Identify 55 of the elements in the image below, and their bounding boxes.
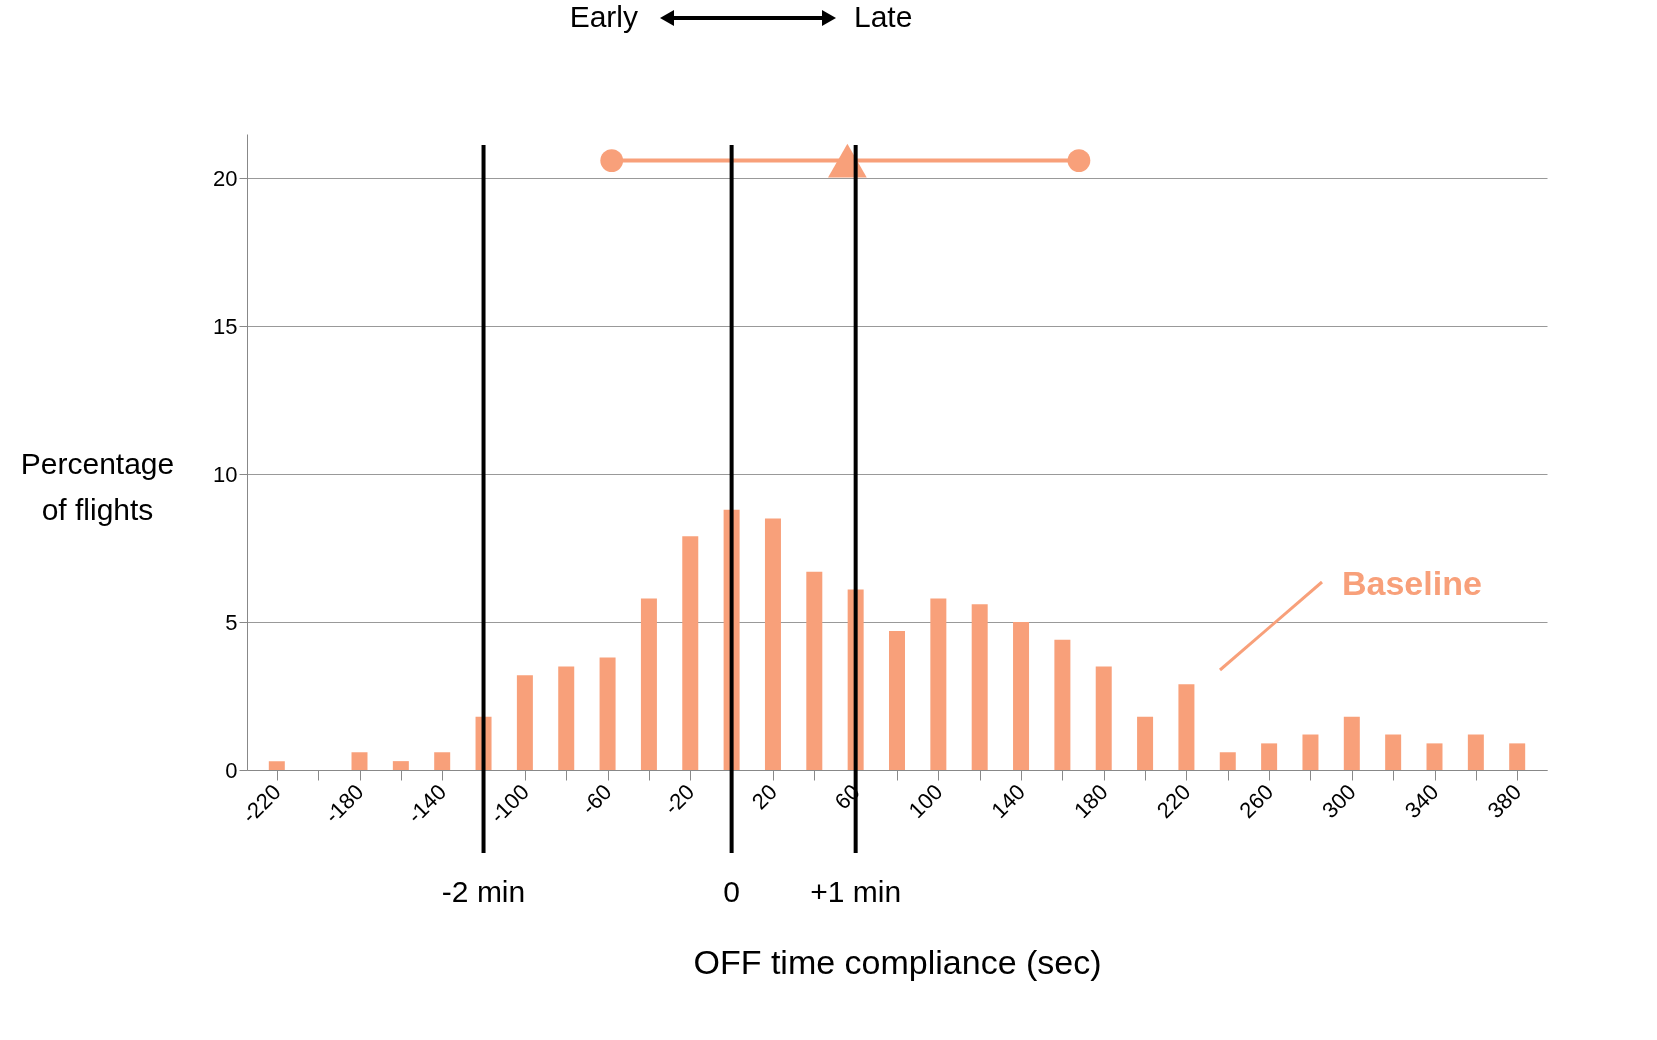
bar bbox=[1219, 752, 1236, 770]
bar bbox=[806, 571, 823, 770]
x-tick-label: -140 bbox=[402, 779, 452, 829]
text: Baseline bbox=[1342, 564, 1482, 602]
x-tick-label: -220 bbox=[236, 779, 286, 829]
bar bbox=[1467, 734, 1484, 770]
x-tick-label: -60 bbox=[576, 779, 617, 820]
bar bbox=[1013, 622, 1030, 770]
x-axis-title: OFF time compliance (sec) bbox=[693, 943, 1102, 982]
ref-line-label: +1 min bbox=[810, 875, 902, 908]
bar bbox=[351, 752, 368, 770]
y-tick-label: 5 bbox=[225, 609, 238, 635]
x-tick-label: 340 bbox=[1399, 779, 1444, 823]
x-tick-label: 100 bbox=[903, 779, 948, 823]
bar bbox=[1137, 716, 1154, 770]
bar bbox=[268, 761, 285, 770]
bar bbox=[971, 604, 988, 770]
y-tick-label: 10 bbox=[213, 461, 238, 487]
bar bbox=[1302, 734, 1319, 770]
y-axis-title: Percentage of flights bbox=[20, 446, 175, 526]
bar bbox=[930, 598, 947, 770]
x-tick-label: 220 bbox=[1151, 779, 1196, 823]
bar bbox=[1261, 743, 1278, 770]
bar bbox=[558, 666, 575, 770]
bar bbox=[434, 752, 451, 770]
y-tick-label: 20 bbox=[213, 165, 238, 191]
bar bbox=[889, 630, 905, 770]
bar bbox=[640, 598, 657, 770]
bar bbox=[682, 536, 699, 770]
bar bbox=[1426, 743, 1443, 770]
bar bbox=[1178, 684, 1195, 770]
x-tick-label: 380 bbox=[1482, 779, 1527, 823]
bar bbox=[764, 518, 781, 770]
x-tick-label: -20 bbox=[659, 779, 700, 820]
x-tick-label: 20 bbox=[746, 779, 782, 815]
ref-line-label: -2 min bbox=[441, 875, 526, 908]
x-tick-label: 260 bbox=[1234, 779, 1279, 823]
bar bbox=[1054, 639, 1071, 770]
bar bbox=[1095, 666, 1112, 770]
x-tick-label: -180 bbox=[319, 779, 369, 829]
x-tick-label: 140 bbox=[986, 779, 1031, 823]
ref-line-label: 0 bbox=[723, 875, 740, 908]
bar bbox=[1385, 734, 1402, 770]
text: Late bbox=[854, 0, 913, 33]
bar bbox=[599, 657, 616, 770]
x-tick-label: 180 bbox=[1069, 779, 1113, 823]
bar bbox=[516, 675, 533, 770]
text: Early bbox=[569, 0, 638, 33]
bar bbox=[1509, 743, 1526, 770]
bar bbox=[392, 761, 409, 770]
x-tick-label: -100 bbox=[485, 779, 534, 829]
y-tick-label: 15 bbox=[213, 313, 238, 339]
x-tick-label: 300 bbox=[1317, 779, 1361, 823]
y-tick-label: 0 bbox=[225, 757, 238, 783]
bar bbox=[1343, 716, 1360, 770]
